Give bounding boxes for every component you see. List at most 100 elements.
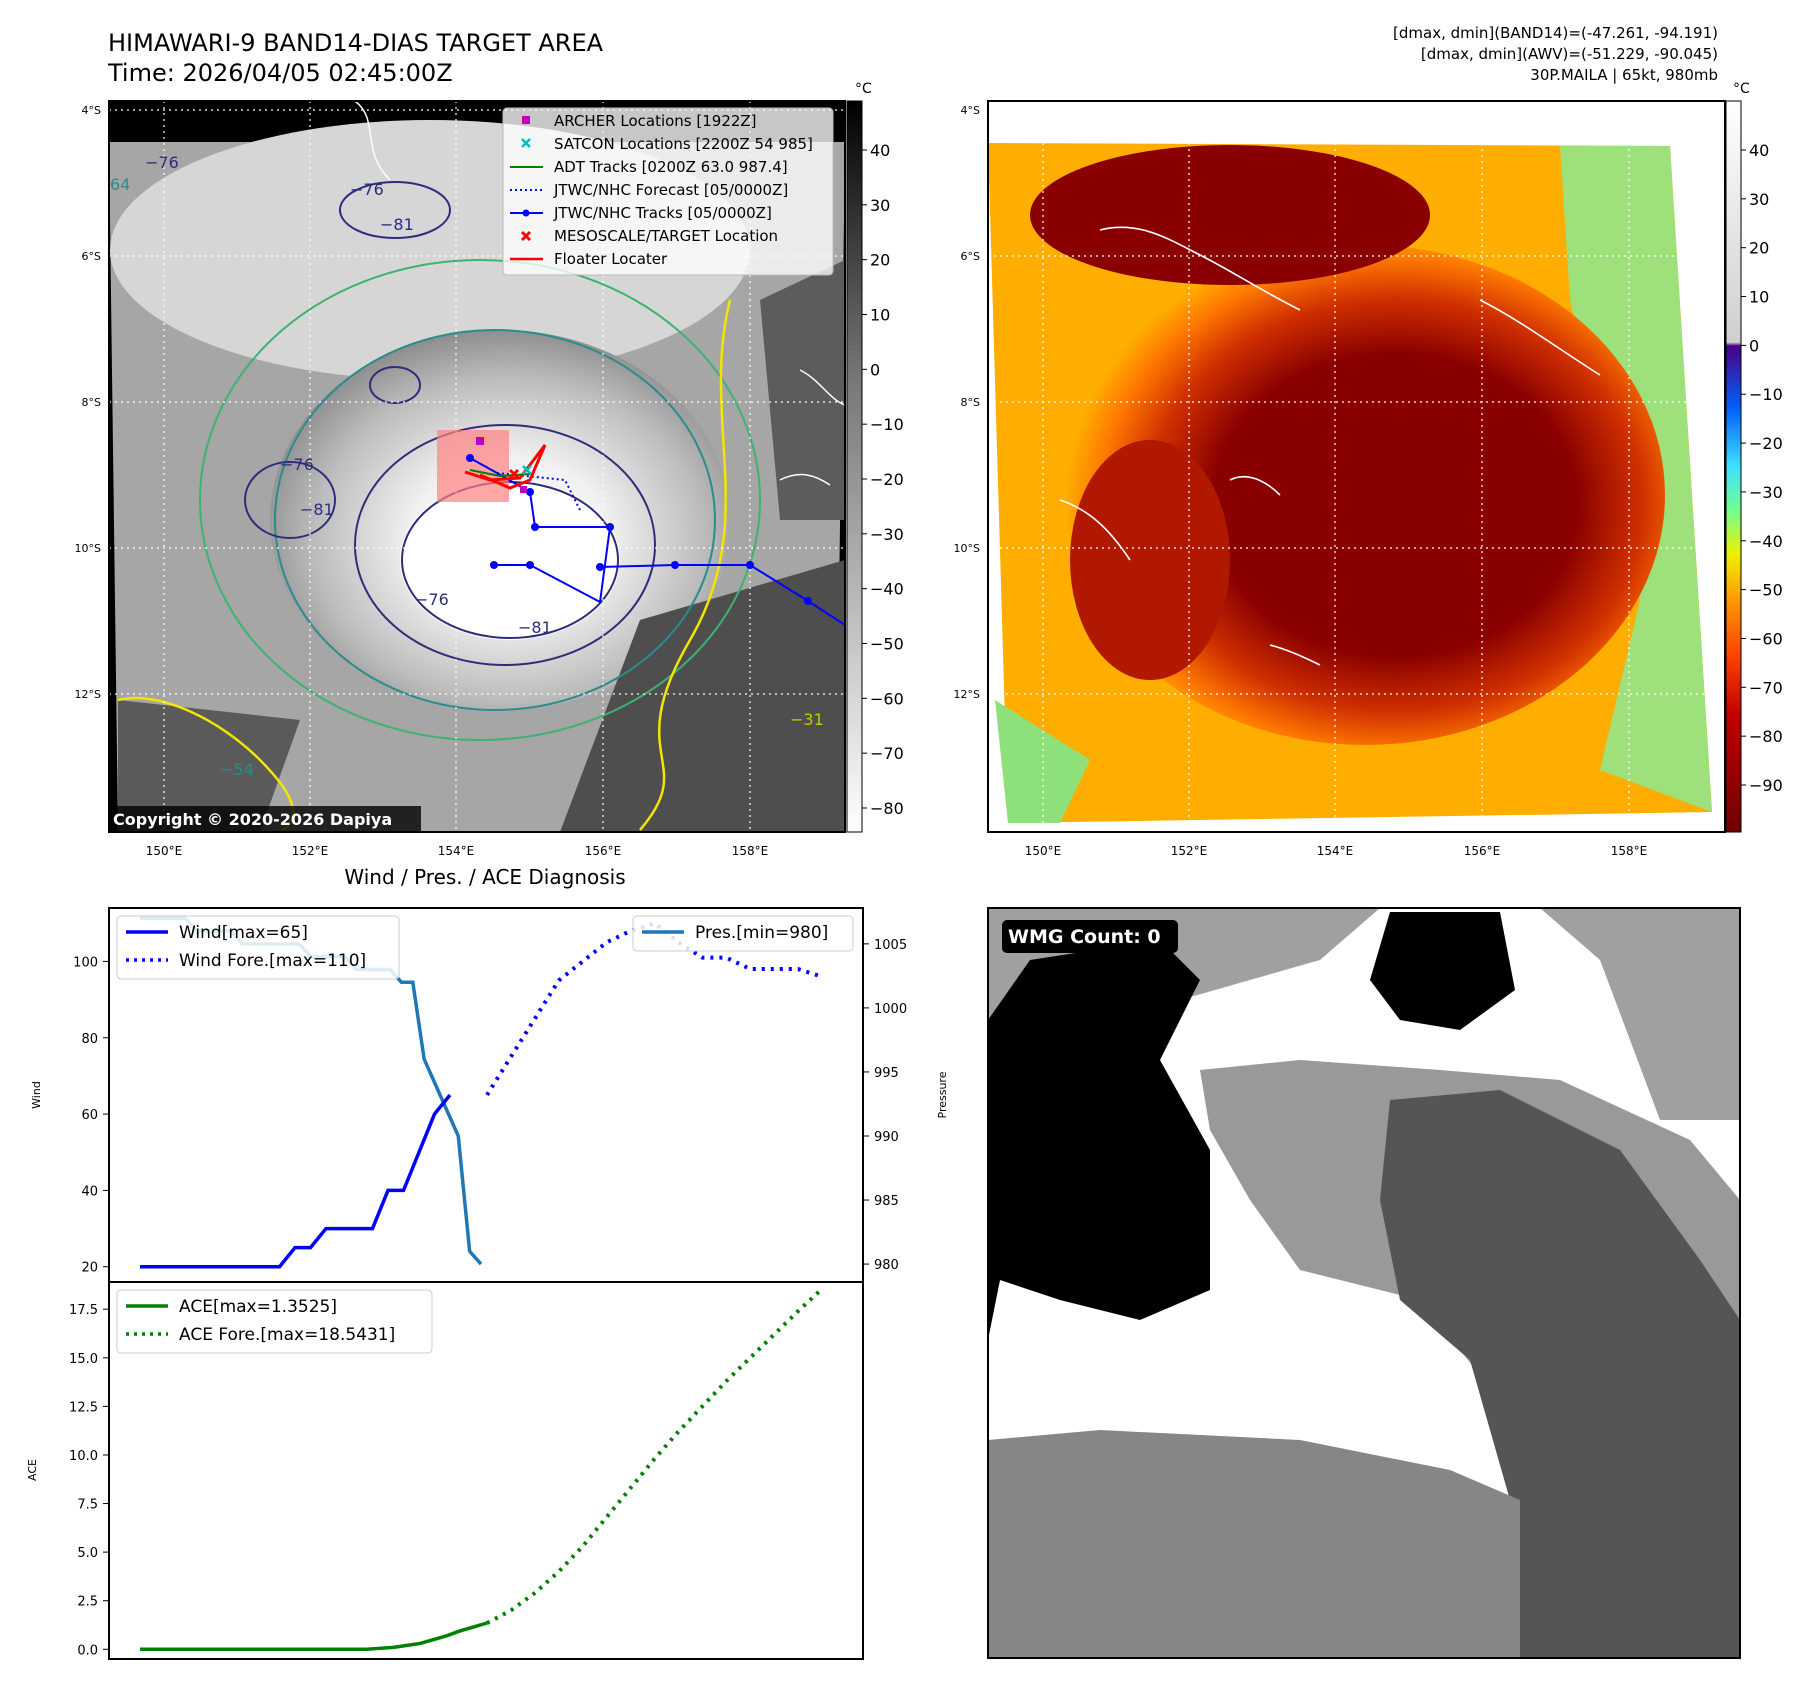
ace-fore-legend-label: ACE Fore.[max=18.5431] bbox=[179, 1325, 395, 1345]
ir-map-panel: Copyright © 2020-2026 Dapiya 4°S 6°S 8°S… bbox=[75, 81, 904, 858]
adt-track bbox=[469, 469, 531, 478]
cold-band-north bbox=[1030, 145, 1430, 285]
ace-legend: ACE[max=1.3525] ACE Fore.[max=18.5431] bbox=[116, 1289, 433, 1354]
contour-label-6: −76 bbox=[280, 455, 314, 474]
jtwc-track-points bbox=[466, 454, 812, 605]
pressure-tick-label-5: 1005 bbox=[874, 938, 907, 953]
legend-satcon: SATCON Locations [2200Z 54 985] bbox=[554, 135, 813, 153]
gray-colorbar-tick-label-12: −80 bbox=[870, 799, 904, 818]
wind-pressure-plot: 20 40 60 80 100 980 985 990 995 1000 1005 Wind Pr… bbox=[30, 907, 949, 1283]
color-map-frame bbox=[987, 100, 1726, 833]
wind-tick-label-2: 60 bbox=[81, 1108, 98, 1123]
contour-cell-north bbox=[339, 181, 451, 239]
lon-label-154e: 154°E bbox=[438, 844, 475, 858]
pressure-tick-label-2: 990 bbox=[874, 1130, 899, 1145]
color-colorbar-tick-label-11: −70 bbox=[1749, 678, 1783, 697]
color-colorbar-tick-label-1: 30 bbox=[1749, 190, 1769, 209]
jtwc-forecast bbox=[496, 472, 581, 511]
color-colorbar-ticks: 40 30 20 10 0 −10 −20 −30 −40 −50 −60 −70 −80 −90 bbox=[1741, 141, 1783, 795]
color-colorbar-tick-label-0: 40 bbox=[1749, 141, 1769, 160]
pressure-legend-label: Pres.[min=980] bbox=[695, 923, 828, 943]
legend-target: MESOSCALE/TARGET Location bbox=[554, 227, 778, 245]
color-colorbar-tick-label-2: 20 bbox=[1749, 239, 1769, 258]
figure-time: Time: 2026/04/05 02:45:00Z bbox=[107, 59, 453, 87]
ace-tick-label-3: 7.5 bbox=[77, 1498, 98, 1513]
pressure-legend: Pres.[min=980] bbox=[632, 915, 854, 952]
legend-archer: ARCHER Locations [1922Z] bbox=[554, 112, 757, 130]
color-gridlines bbox=[988, 101, 1725, 832]
contour-label-5: −76 bbox=[415, 590, 449, 609]
ace-tick-label-2: 5.0 bbox=[77, 1546, 98, 1561]
contour-label-10: 64 bbox=[110, 175, 130, 194]
contour-labels: −76 −81 −76 −81 −76 −76 −81 −54 −31 64 bbox=[110, 153, 824, 779]
color-colorbar-tick-label-5: −10 bbox=[1749, 385, 1783, 404]
legend-tracks: JTWC/NHC Tracks [05/0000Z] bbox=[553, 204, 772, 222]
coastline-color bbox=[1059, 226, 1601, 666]
r-lat-label-4s: 4°S bbox=[961, 104, 980, 117]
color-colorbar-tick-label-8: −40 bbox=[1749, 532, 1783, 551]
color-colorbar-tick-label-4: 0 bbox=[1749, 336, 1759, 355]
gray-colorbar-tick-label-3: 10 bbox=[870, 306, 890, 325]
gray-colorbar-tick-label-2: 20 bbox=[870, 251, 890, 270]
clear-sky-southeast bbox=[560, 560, 845, 832]
color-colorbar-tick-label-7: −30 bbox=[1749, 483, 1783, 502]
gray-colorbar-tick-label-6: −20 bbox=[870, 470, 904, 489]
wmg-light-gray-east bbox=[1540, 908, 1740, 1120]
ace-tick-label-0: 0.0 bbox=[77, 1643, 98, 1658]
r-lon-label-156e: 156°E bbox=[1464, 844, 1501, 858]
color-colorbar-tick-label-13: −90 bbox=[1749, 776, 1783, 795]
wind-fore-legend-label: Wind Fore.[max=110] bbox=[179, 951, 366, 971]
ace-lines bbox=[140, 1287, 824, 1652]
band14-range: [dmax, dmin](BAND14)=(-47.261, -94.191) bbox=[1393, 24, 1718, 42]
contour-label-9: −31 bbox=[790, 710, 824, 729]
ace-tick-label-4: 10.0 bbox=[69, 1449, 98, 1464]
satcon-marker bbox=[522, 465, 532, 475]
wind-line bbox=[140, 1093, 452, 1269]
wind-tick-label-1: 40 bbox=[81, 1184, 98, 1199]
color-colorbar-unit: °C bbox=[1733, 81, 1750, 97]
wmg-panel: WMG Count: 0 bbox=[987, 907, 1741, 1659]
wmg-dark-gray-core bbox=[1380, 1090, 1740, 1658]
legend-floater: Floater Locater bbox=[554, 250, 668, 268]
ace-tick-label-1: 2.5 bbox=[77, 1595, 98, 1610]
pressure-axis-ticks: 980 985 990 995 1000 1005 bbox=[863, 938, 907, 1273]
ace-forecast-line bbox=[486, 1287, 824, 1625]
gray-colorbar-tick-label-9: −50 bbox=[870, 635, 904, 654]
ace-plot: 0.0 2.5 5.0 7.5 10.0 12.5 15.0 17.5 ACE ACE[max… bbox=[26, 1281, 864, 1660]
wind-tick-label-3: 80 bbox=[81, 1032, 98, 1047]
gray-colorbar-tick-label-7: −30 bbox=[870, 525, 904, 544]
lat-label-4s: 4°S bbox=[82, 104, 101, 117]
color-colorbar-tick-label-6: −20 bbox=[1749, 434, 1783, 453]
legend-satcon-swatch bbox=[521, 138, 531, 148]
wind-ylabel: Wind bbox=[30, 1081, 43, 1109]
lat-label-10s: 10°S bbox=[75, 542, 101, 555]
r-lon-label-154e: 154°E bbox=[1317, 844, 1354, 858]
lat-label-8s: 8°S bbox=[82, 396, 101, 409]
r-lon-label-150e: 150°E bbox=[1025, 844, 1062, 858]
contour-label-3: −76 bbox=[350, 180, 384, 199]
r-lat-label-6s: 6°S bbox=[961, 250, 980, 263]
pressure-tick-label-0: 980 bbox=[874, 1258, 899, 1273]
contour-label-4: −81 bbox=[518, 618, 552, 637]
r-lon-label-158e: 158°E bbox=[1611, 844, 1648, 858]
color-colorbar-tick-label-9: −50 bbox=[1749, 581, 1783, 600]
wind-axis-ticks: 20 40 60 80 100 bbox=[73, 955, 109, 1276]
contour-neg31 bbox=[199, 259, 761, 741]
ace-legend-box bbox=[116, 1289, 433, 1354]
contour-cell-central bbox=[369, 366, 421, 404]
gray-colorbar-ticks: 40 30 20 10 0 −10 −20 −30 −40 −50 −60 −70 −80 bbox=[862, 141, 904, 818]
legend-archer-swatch bbox=[522, 116, 530, 124]
pressure-tick-label-3: 995 bbox=[874, 1066, 899, 1081]
ace-ylabel: ACE bbox=[26, 1459, 39, 1481]
gray-colorbar-tick-label-4: 0 bbox=[870, 360, 880, 379]
color-map-panel: 4°S 6°S 8°S 10°S 12°S 150°E 152°E 154°E … bbox=[954, 81, 1783, 858]
lat-label-6s: 6°S bbox=[82, 250, 101, 263]
contour-label-2: −81 bbox=[380, 215, 414, 234]
ace-tick-label-7: 17.5 bbox=[69, 1303, 98, 1318]
ir-map-frame bbox=[108, 100, 846, 833]
wmg-frame bbox=[987, 907, 1741, 1659]
lat-label-12s: 12°S bbox=[75, 688, 101, 701]
wind-legend-label: Wind[max=65] bbox=[179, 923, 308, 943]
archer-marker-2 bbox=[520, 486, 527, 493]
